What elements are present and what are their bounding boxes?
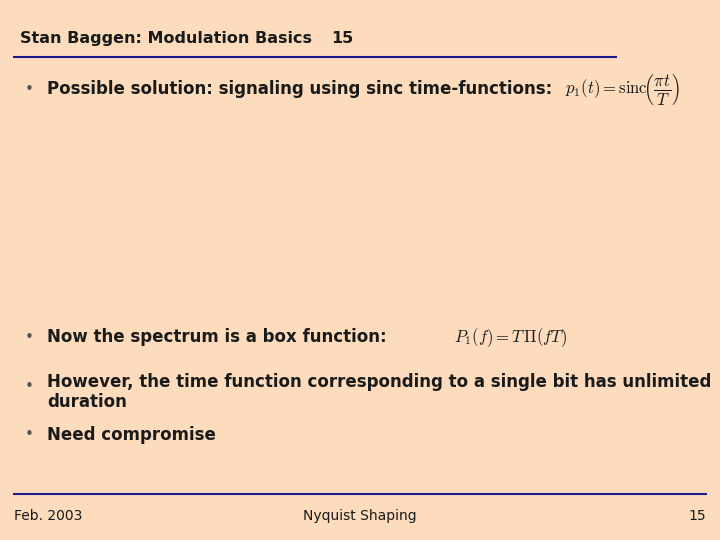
- Text: duration: duration: [47, 393, 127, 411]
- Text: •: •: [25, 82, 34, 97]
- Text: $p_1(t) = \mathrm{sinc}\!\left(\dfrac{\pi t}{T}\right)$: $p_1(t) = \mathrm{sinc}\!\left(\dfrac{\p…: [565, 72, 680, 106]
- Text: Stan Baggen: Modulation Basics: Stan Baggen: Modulation Basics: [20, 31, 312, 46]
- Text: Need compromise: Need compromise: [47, 426, 216, 444]
- Text: 15: 15: [688, 509, 706, 523]
- Text: Feb. 2003: Feb. 2003: [14, 509, 83, 523]
- Text: Possible solution: signaling using sinc time-functions:: Possible solution: signaling using sinc …: [47, 80, 552, 98]
- Text: Now the spectrum is a box function:: Now the spectrum is a box function:: [47, 328, 387, 347]
- Text: •: •: [25, 379, 34, 394]
- Text: •: •: [25, 427, 34, 442]
- Text: However, the time function corresponding to a single bit has unlimited: However, the time function corresponding…: [47, 373, 711, 392]
- Text: $P_1(f) = T\,\Pi(fT)$: $P_1(f) = T\,\Pi(fT)$: [454, 326, 567, 349]
- Text: Nyquist Shaping: Nyquist Shaping: [303, 509, 417, 523]
- Text: 15: 15: [331, 31, 354, 46]
- Text: •: •: [25, 330, 34, 345]
